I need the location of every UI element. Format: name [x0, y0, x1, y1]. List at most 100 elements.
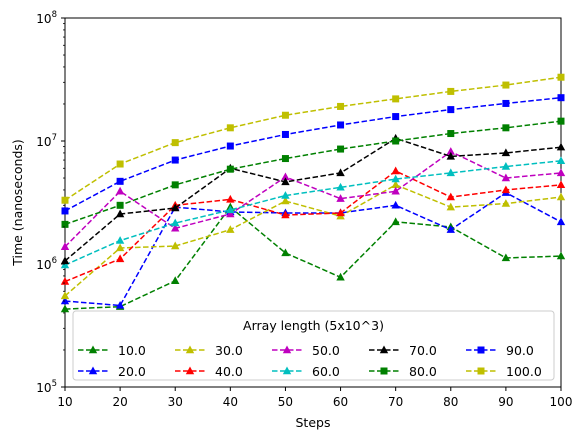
data-point: [171, 276, 180, 285]
data-point: [502, 81, 510, 89]
legend-entry: 20.0: [78, 364, 146, 379]
data-point: [391, 217, 400, 226]
series-layer: [60, 73, 566, 313]
y-tick-label: 106: [36, 256, 57, 272]
series-30.0: [60, 180, 566, 300]
legend-entry: 50.0: [272, 343, 340, 358]
series-line: [64, 120, 562, 226]
series-line: [64, 206, 562, 310]
series-line: [64, 137, 562, 262]
data-point: [447, 130, 455, 138]
data-point: [281, 172, 290, 181]
data-point: [337, 145, 345, 153]
data-point: [557, 73, 565, 81]
legend-marker: [185, 366, 195, 375]
legend-label: 90.0: [506, 343, 534, 358]
x-tick-label: 70: [388, 395, 403, 409]
series-line: [64, 150, 562, 248]
legend-entry: 10.0: [78, 343, 146, 358]
data-point: [391, 174, 400, 183]
data-point: [115, 236, 125, 244]
legend-entry: 90.0: [466, 343, 534, 358]
data-point: [115, 243, 125, 252]
legend-label: 100.0: [506, 364, 542, 379]
data-point: [336, 272, 345, 281]
data-point: [501, 185, 511, 194]
legend-marker: [282, 366, 292, 375]
data-point: [281, 210, 290, 219]
legend-box: [72, 310, 555, 381]
data-point: [226, 225, 235, 233]
legend-entry: 100.0: [466, 364, 542, 379]
data-point: [60, 256, 70, 265]
data-point: [281, 111, 289, 119]
data-point: [60, 291, 70, 300]
data-point: [226, 194, 235, 203]
legend-label: 40.0: [215, 364, 243, 379]
x-axis-label: Steps: [296, 415, 331, 430]
data-point: [501, 162, 511, 170]
data-point: [447, 106, 455, 114]
series-line: [64, 160, 562, 266]
data-point: [226, 165, 234, 173]
legend-label: 80.0: [409, 364, 437, 379]
data-point: [557, 117, 565, 125]
data-point: [556, 192, 566, 201]
data-point: [116, 177, 124, 185]
data-point: [60, 277, 70, 285]
legend-entry: 40.0: [175, 364, 243, 379]
y-tick-label: 108: [36, 10, 57, 26]
legend-label: 10.0: [118, 343, 146, 358]
data-point: [502, 99, 510, 107]
data-point: [337, 121, 345, 129]
data-point: [446, 225, 455, 233]
legend-title: Array length (5x10^3): [243, 318, 384, 333]
data-point: [281, 155, 289, 163]
data-point: [501, 199, 511, 207]
x-tick-label: 100: [550, 395, 573, 409]
data-point: [391, 200, 400, 209]
data-point: [502, 124, 510, 132]
series-100.0: [61, 73, 565, 204]
legend-label: 30.0: [215, 343, 243, 358]
data-point: [226, 205, 235, 214]
data-point: [446, 192, 455, 201]
data-point: [556, 217, 566, 226]
data-point: [392, 113, 400, 121]
legend-label: 70.0: [409, 343, 437, 358]
legend-marker: [379, 345, 389, 354]
data-point: [281, 248, 290, 257]
legend-marker: [477, 367, 485, 375]
axes: Steps Time (nanoseconds) 10 20 30 40 50 60 70 8…: [10, 10, 572, 430]
data-point: [281, 130, 289, 138]
legend-marker: [477, 346, 485, 354]
data-point: [60, 304, 70, 313]
legend-entry: 60.0: [272, 364, 340, 379]
legend-entry: 70.0: [369, 343, 437, 358]
x-tick-label: 90: [498, 395, 513, 409]
x-tick-label: 80: [443, 395, 458, 409]
x-tick-label: 50: [278, 395, 293, 409]
data-point: [557, 94, 565, 102]
data-point: [226, 124, 234, 132]
data-point: [171, 203, 180, 212]
series-90.0: [61, 94, 565, 215]
data-point: [171, 139, 179, 147]
y-axis-label: Time (nanoseconds): [10, 139, 25, 267]
data-point: [115, 186, 125, 195]
legend: Array length (5x10^3) 10.0 20.0 30.0 40.0 50…: [72, 310, 555, 381]
data-point: [171, 181, 179, 189]
data-point: [61, 207, 69, 215]
data-point: [281, 177, 290, 186]
legend-marker: [380, 367, 388, 375]
data-point: [337, 102, 345, 110]
data-point: [60, 242, 70, 250]
x-tick-label: 40: [223, 395, 238, 409]
data-point: [281, 191, 290, 199]
series-line: [64, 191, 562, 307]
legend-label: 20.0: [118, 364, 146, 379]
data-point: [171, 223, 180, 232]
legend-entry: 80.0: [369, 364, 437, 379]
data-point: [556, 156, 566, 165]
